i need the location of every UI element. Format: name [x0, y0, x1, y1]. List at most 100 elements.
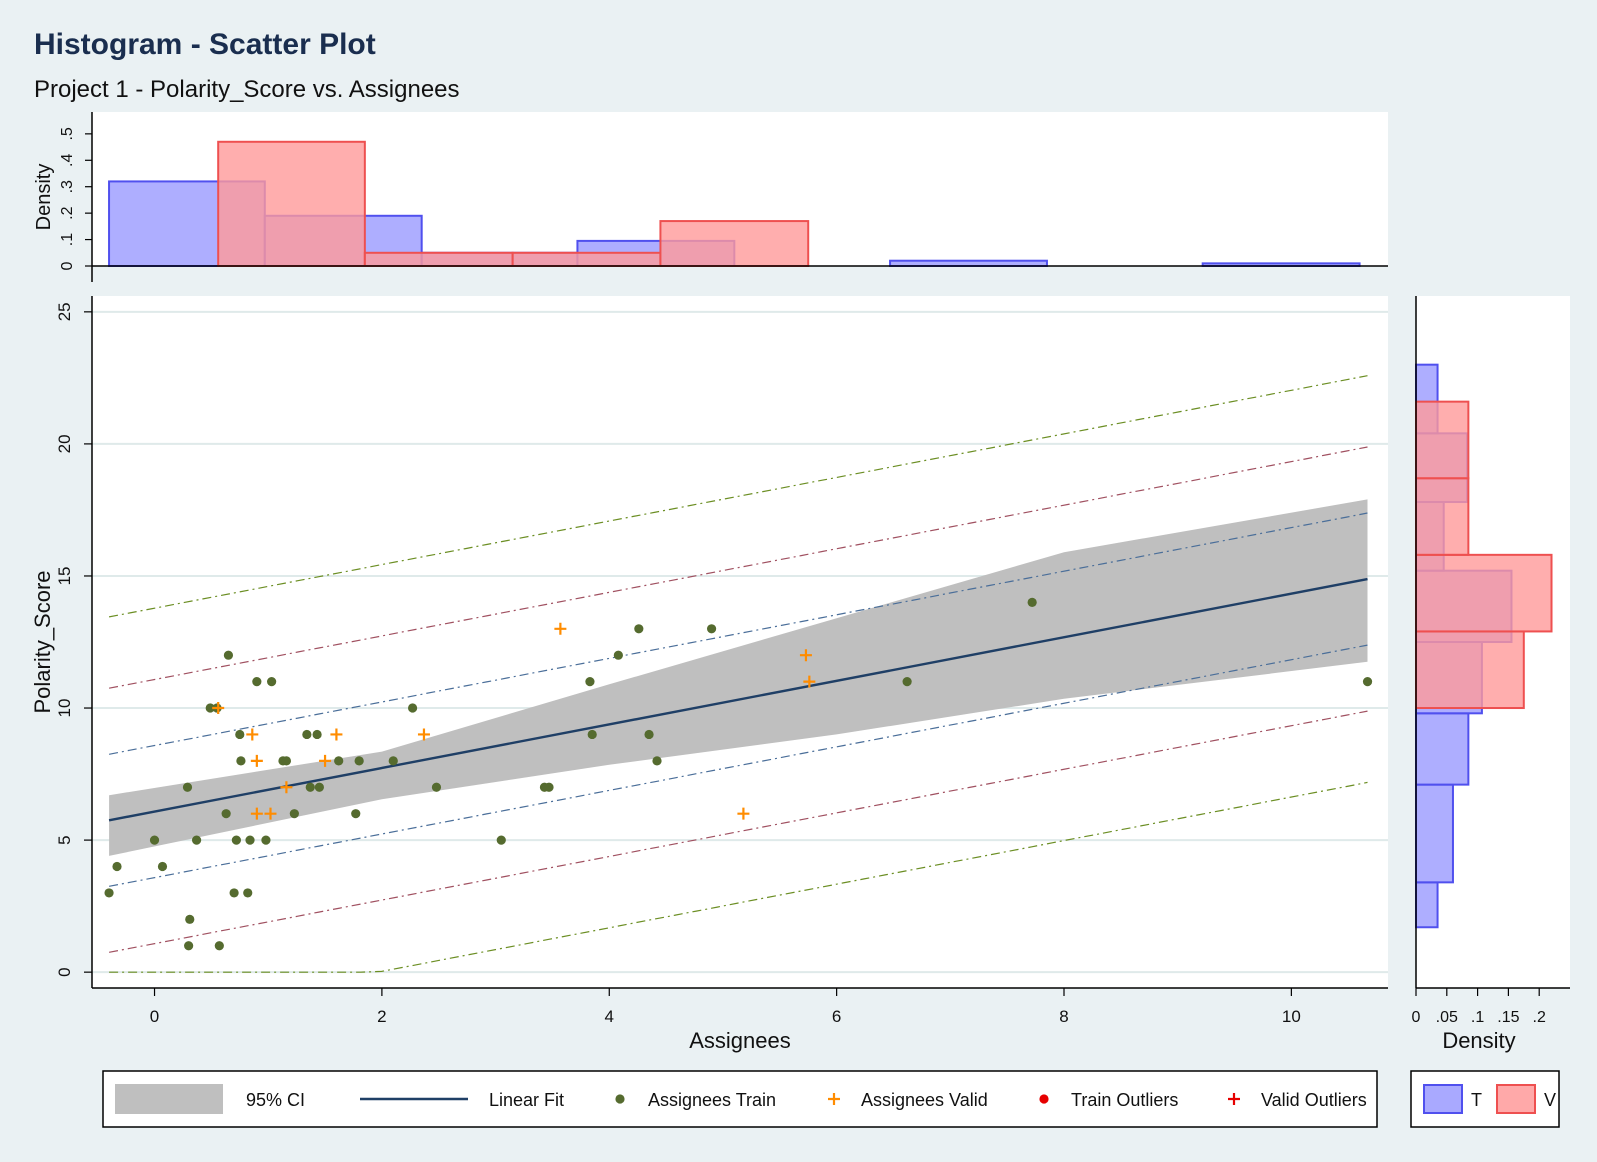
legend-label: T	[1471, 1090, 1482, 1110]
right-hist-bar-t	[1415, 881, 1439, 929]
train-point	[231, 835, 241, 845]
train-point	[252, 677, 262, 687]
x-axis-label: Assignees	[689, 1028, 791, 1053]
train-point	[706, 624, 717, 634]
train-point	[496, 835, 506, 845]
y-tick-label: 10	[55, 699, 74, 718]
y-tick-label: 20	[55, 434, 74, 453]
train-point	[235, 729, 245, 740]
train-point	[245, 835, 255, 845]
train-point	[1362, 677, 1373, 687]
legend-train-outlier-marker	[1039, 1094, 1049, 1104]
right-hist-x-tick-label: .2	[1533, 1009, 1546, 1026]
right-hist-x-tick-label: .15	[1497, 1009, 1519, 1026]
right-hist-bar-v	[1415, 400, 1470, 480]
valid-point	[212, 702, 225, 715]
train-point	[312, 729, 322, 740]
x-tick-label: 10	[1282, 1007, 1301, 1026]
legend-train-marker	[615, 1094, 625, 1104]
valid-point	[264, 807, 277, 820]
train-point	[305, 782, 315, 792]
valid-point	[250, 807, 263, 820]
lower-prediction-band-outer	[109, 781, 1368, 973]
train-point	[388, 756, 398, 766]
valid-point	[737, 807, 750, 820]
legend-valid-marker	[828, 1093, 840, 1105]
valid-point	[319, 754, 332, 767]
train-point	[267, 677, 277, 687]
legend-label: 95% CI	[246, 1090, 305, 1110]
y-tick-label: 15	[55, 567, 74, 586]
valid-point	[246, 728, 259, 741]
x-tick-label: 6	[832, 1007, 841, 1026]
right-hist-x-tick-label: 0	[1412, 1009, 1421, 1026]
top-hist-y-tick-label: 0	[59, 261, 76, 270]
train-point	[289, 809, 299, 819]
valid-point	[799, 649, 812, 662]
valid-point	[280, 781, 293, 794]
top-hist-y-tick-label: .1	[59, 233, 76, 246]
valid-point	[330, 728, 343, 741]
top-hist-y-tick-label: .2	[59, 206, 76, 219]
upper-prediction-band-mid	[108, 446, 1368, 689]
train-point	[902, 677, 912, 687]
y-tick-label: 5	[55, 835, 74, 844]
legend	[102, 1070, 1378, 1128]
train-point	[185, 914, 195, 924]
train-point	[644, 729, 654, 740]
chart-subtitle: Project 1 - Polarity_Score vs. Assignees	[34, 76, 460, 103]
train-point	[184, 941, 194, 951]
train-point	[236, 756, 246, 766]
upper-prediction-band-outer	[108, 375, 1368, 618]
top-hist-bar-v	[217, 140, 366, 268]
legend-label: Train Outliers	[1071, 1090, 1178, 1110]
train-point	[205, 703, 215, 713]
x-tick-label: 0	[150, 1007, 159, 1026]
train-point	[149, 835, 160, 845]
right-hist-bar-t	[1415, 712, 1470, 786]
ci-band	[109, 499, 1368, 856]
train-point	[351, 809, 361, 819]
legend-label: Assignees Valid	[861, 1090, 988, 1110]
train-point	[229, 888, 239, 898]
train-point	[157, 861, 168, 872]
valid-point	[554, 622, 567, 635]
train-point	[314, 782, 324, 792]
train-point	[544, 782, 554, 792]
right-hist-bar-v	[1415, 630, 1525, 710]
y-tick-label: 25	[55, 302, 74, 321]
top-hist-y-tick-label: .4	[59, 154, 76, 167]
legend-label: Valid Outliers	[1261, 1090, 1367, 1110]
train-point	[587, 729, 597, 740]
x-tick-label: 8	[1059, 1007, 1068, 1026]
train-point	[1027, 597, 1037, 607]
right-hist-x-tick-label: .05	[1436, 1009, 1458, 1026]
train-point	[261, 835, 271, 845]
right-hist-bar-v	[1415, 553, 1553, 633]
train-point	[221, 809, 231, 819]
train-point	[302, 729, 312, 740]
right-hist-x-axis-label: Density	[1442, 1028, 1515, 1053]
linear-fit-line	[108, 577, 1368, 822]
y-tick-label: 0	[55, 967, 74, 976]
x-tick-label: 4	[605, 1007, 614, 1026]
lower-prediction-band-mid	[108, 710, 1368, 953]
train-point	[354, 756, 364, 766]
train-point	[613, 650, 623, 660]
right-hist-bar-t	[1415, 783, 1454, 884]
train-point	[214, 941, 224, 951]
train-point	[431, 782, 442, 792]
top-hist-y-tick-label: .3	[59, 180, 76, 193]
train-point	[223, 650, 234, 660]
train-point	[104, 888, 114, 898]
legend-hist-v-swatch	[1496, 1084, 1536, 1114]
legend-hist-t-swatch	[1423, 1084, 1463, 1114]
valid-point	[250, 754, 263, 767]
top-hist-bar-v	[363, 251, 514, 268]
train-point	[334, 756, 344, 766]
legend-label: Linear Fit	[489, 1090, 564, 1110]
train-point	[191, 835, 202, 845]
train-point	[243, 888, 253, 898]
y-axis-label: Polarity_Score	[30, 570, 55, 713]
x-tick-label: 2	[377, 1007, 386, 1026]
